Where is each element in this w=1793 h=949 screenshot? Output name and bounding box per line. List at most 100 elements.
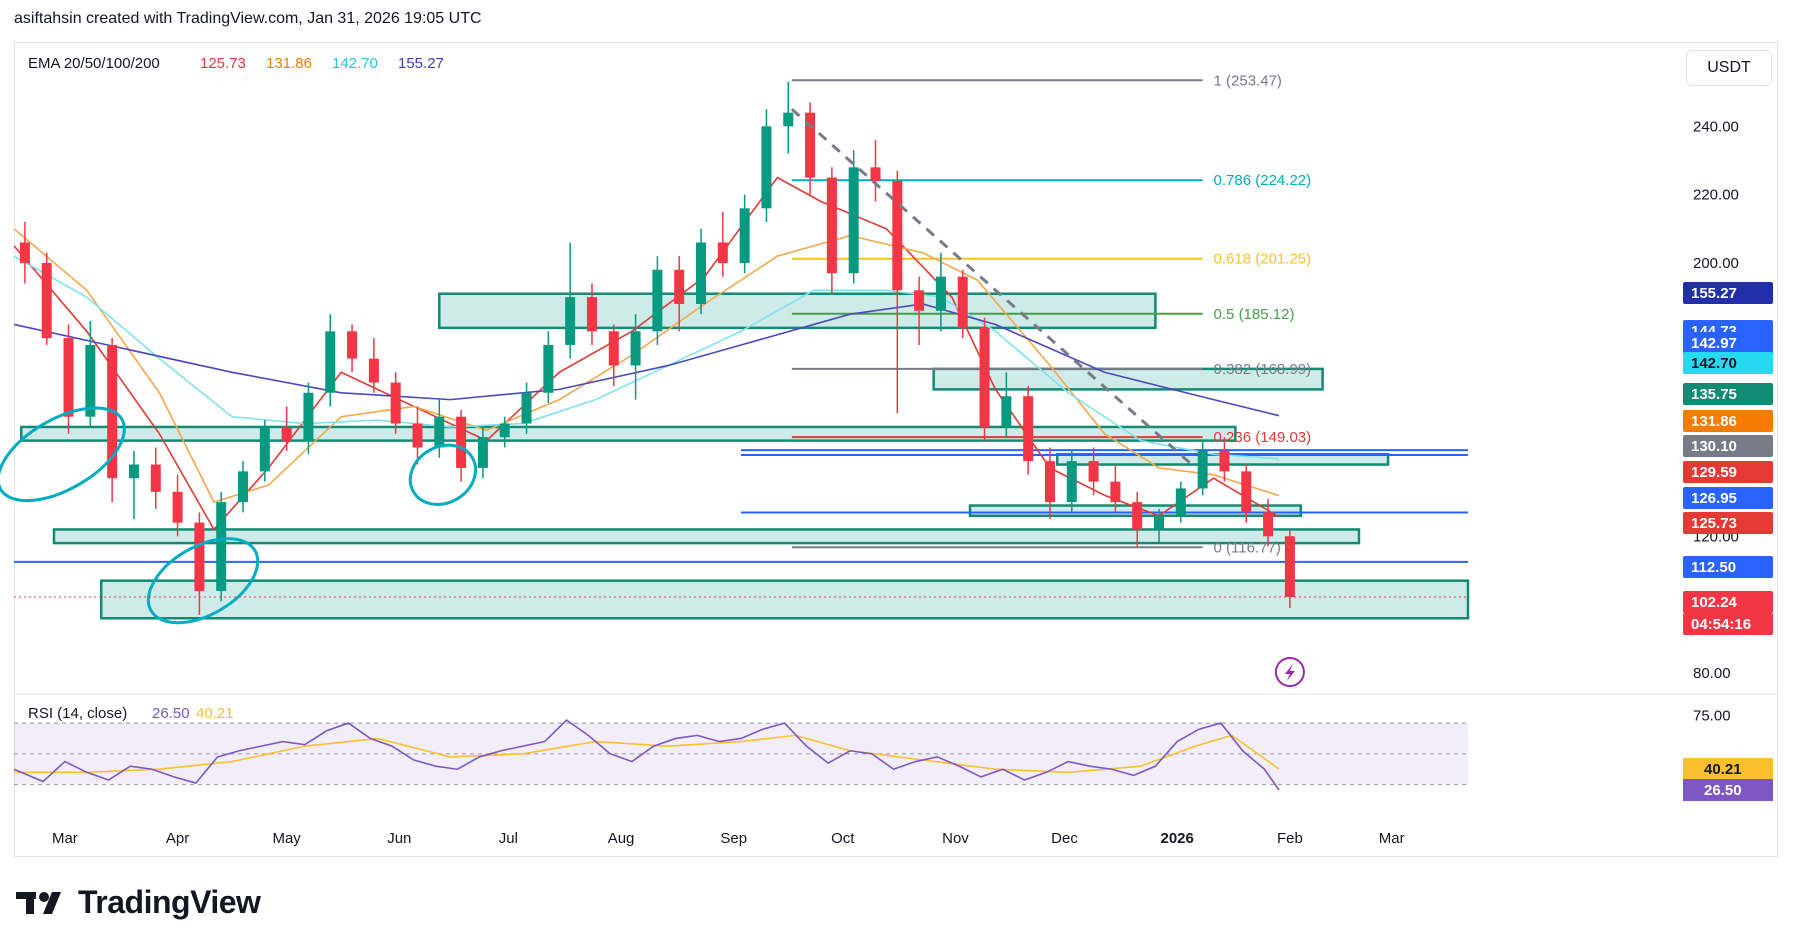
candle[interactable] (1088, 447, 1099, 496)
candle[interactable] (1154, 508, 1165, 544)
candle[interactable] (412, 406, 423, 465)
highlight-circle-1[interactable] (399, 434, 486, 516)
zone-box-5[interactable] (52, 528, 1361, 545)
candle-body (325, 331, 336, 393)
candle-body (1088, 461, 1099, 482)
candle[interactable] (259, 420, 270, 482)
fib-label-1: 0.786 (224.22) (1214, 172, 1312, 189)
candle[interactable] (521, 382, 532, 434)
candle-body (717, 242, 728, 263)
candle-body (412, 423, 423, 448)
candle[interactable] (870, 139, 881, 202)
candle[interactable] (85, 321, 96, 427)
candle-body (41, 262, 52, 339)
candle[interactable] (150, 447, 161, 509)
candle[interactable] (1241, 464, 1252, 523)
candle[interactable] (739, 194, 750, 274)
brand-name: TradingView (78, 884, 261, 920)
candle-body (739, 208, 750, 263)
price-label-text: 04:54:16 (1691, 616, 1751, 633)
candle[interactable] (194, 512, 205, 615)
candle[interactable] (848, 150, 859, 284)
candle[interactable] (674, 256, 685, 332)
candle[interactable] (717, 211, 728, 277)
candle[interactable] (1197, 440, 1208, 496)
price-label: 142.70 (1683, 352, 1773, 374)
tradingview-brand[interactable]: TradingView (16, 884, 261, 921)
candle[interactable] (1219, 437, 1230, 482)
candle[interactable] (652, 256, 663, 345)
candle[interactable] (1284, 529, 1295, 609)
candle[interactable] (1066, 450, 1077, 513)
candle[interactable] (1044, 447, 1055, 520)
candle[interactable] (543, 331, 554, 404)
price-label: 112.50 (1683, 556, 1773, 578)
candle[interactable] (1263, 498, 1274, 547)
candle[interactable] (238, 461, 249, 513)
rsi-label-bg (1683, 779, 1773, 801)
candle-body (1110, 481, 1121, 503)
candle[interactable] (696, 228, 707, 315)
candle[interactable] (390, 372, 401, 434)
candle[interactable] (914, 276, 925, 345)
candle[interactable] (586, 283, 597, 345)
candle[interactable] (172, 474, 183, 537)
candle[interactable] (281, 406, 292, 451)
candle[interactable] (1023, 385, 1034, 475)
candle[interactable] (63, 324, 74, 434)
tradingview-logo-icon (16, 891, 61, 914)
time-tick-label: 2026 (1161, 830, 1194, 847)
candle[interactable] (499, 416, 510, 448)
candle-body (477, 437, 488, 468)
candle[interactable] (216, 491, 227, 602)
price-label-bg (1683, 352, 1773, 374)
price-label-text: 131.86 (1691, 413, 1737, 430)
currency-selector[interactable]: USDT (1686, 50, 1772, 86)
candle[interactable] (325, 314, 336, 407)
author-header: asiftahsin created with TradingView.com,… (14, 10, 482, 27)
candle[interactable] (608, 324, 619, 386)
ema-legend-value-20: 125.73 (200, 55, 246, 72)
candle[interactable] (979, 317, 990, 441)
candle[interactable] (434, 399, 445, 458)
candle[interactable] (892, 170, 903, 414)
candle[interactable] (630, 314, 641, 400)
candle[interactable] (303, 382, 314, 455)
candle[interactable] (19, 221, 30, 284)
candle[interactable] (783, 81, 794, 154)
candle[interactable] (1110, 464, 1121, 513)
candle[interactable] (826, 167, 837, 294)
zone-box-2[interactable] (20, 425, 1237, 442)
candle[interactable] (41, 252, 52, 345)
candle[interactable] (957, 269, 968, 339)
candle[interactable] (368, 338, 379, 393)
candle[interactable] (128, 450, 139, 520)
ema-legend-value-100: 142.70 (332, 55, 378, 72)
highlight-circle-0[interactable] (0, 389, 139, 520)
candle[interactable] (1001, 372, 1012, 438)
candle[interactable] (565, 242, 576, 359)
candle[interactable] (347, 324, 358, 373)
zone-box-6[interactable] (99, 579, 1470, 620)
candle[interactable] (107, 338, 118, 503)
candle-body (608, 331, 619, 366)
candle-body (128, 464, 139, 479)
candle[interactable] (477, 426, 488, 479)
candle[interactable] (805, 102, 816, 195)
rsi-legend-title: RSI (14, close) (28, 705, 127, 722)
candle-body (1066, 461, 1077, 503)
price-tick-label: 220.00 (1693, 187, 1739, 204)
candle[interactable] (761, 109, 772, 222)
candle-body (19, 242, 30, 263)
candle-body (303, 392, 314, 441)
price-label-bg (1683, 410, 1773, 432)
highlight-circle-2[interactable] (134, 521, 272, 640)
candle[interactable] (1132, 491, 1143, 547)
candle-body (1154, 515, 1165, 530)
candle[interactable] (1175, 481, 1186, 523)
candle[interactable] (456, 409, 467, 482)
candle[interactable] (935, 252, 946, 332)
dashed-trendline[interactable] (790, 108, 1193, 466)
rsi-price-label: 40.21 (1683, 757, 1773, 780)
